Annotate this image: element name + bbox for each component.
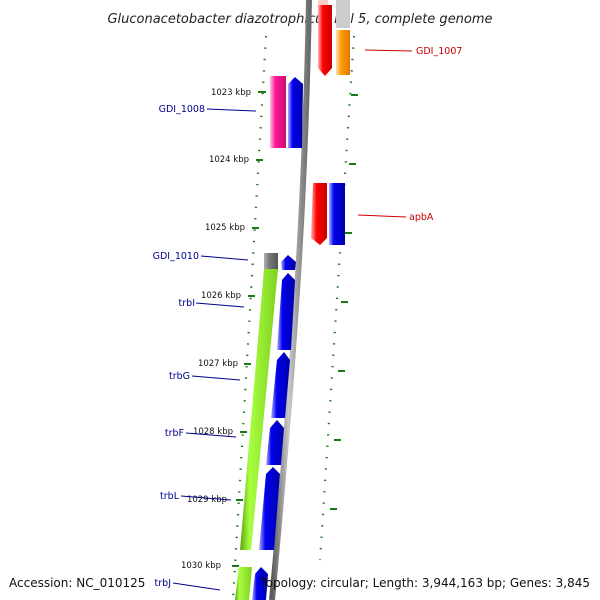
genome-summary-text: Topology: circular; Length: 3,944,163 bp…: [259, 576, 590, 590]
gene-label-trbl[interactable]: trbL: [160, 491, 180, 502]
accession-text: Accession: NC_010125: [9, 576, 145, 590]
gene-label-gdi-1010[interactable]: GDI_1010: [153, 251, 199, 262]
scale-label-1029: 1029 kbp: [187, 495, 227, 505]
gene-trbl[interactable]: [259, 467, 280, 550]
gene-trbj[interactable]: [252, 567, 268, 600]
scale-label-1028: 1028 kbp: [193, 427, 233, 437]
scale-label-1027: 1027 kbp: [198, 359, 238, 369]
gene-label-trbg[interactable]: trbG: [169, 371, 190, 382]
gene-gdi-1008[interactable]: [270, 76, 286, 148]
scale-label-1023: 1023 kbp: [211, 88, 251, 98]
scale-label-1024: 1024 kbp: [209, 155, 249, 165]
gene-blue-outer[interactable]: [329, 183, 345, 245]
gene-trbg[interactable]: [271, 352, 290, 418]
gene-label-trbj[interactable]: trbJ: [155, 578, 171, 589]
gene-label-trbi[interactable]: trbI: [179, 298, 195, 309]
scale-label-1030: 1030 kbp: [181, 561, 221, 571]
label-leaders: [172, 49, 413, 591]
map-title: Gluconacetobacter diazotrophicus PAl 5, …: [107, 12, 492, 27]
gene-green-long[interactable]: [235, 269, 278, 600]
genome-backbone: [269, 0, 312, 600]
gene-trbf[interactable]: [266, 420, 284, 465]
outer-major-ticks: [330, 94, 358, 510]
gene-gdi-1010[interactable]: [264, 253, 278, 269]
gene-red-top[interactable]: [318, 0, 332, 76]
scale-label-1026: 1026 kbp: [201, 291, 241, 301]
major-ticks: [232, 91, 266, 567]
gene-label-trbf[interactable]: trbF: [165, 428, 184, 439]
gene-blue-1008[interactable]: [288, 77, 303, 148]
gene-label-apba[interactable]: apbA: [409, 212, 434, 223]
scale-label-1025: 1025 kbp: [205, 223, 245, 233]
gene-gdi-1007[interactable]: [336, 0, 350, 75]
gene-label-gdi-1007[interactable]: GDI_1007: [416, 46, 462, 57]
gene-apba[interactable]: [311, 183, 327, 245]
gene-trbi[interactable]: [277, 255, 296, 350]
outer-tick-track: [318, 35, 356, 561]
gene-label-gdi-1008[interactable]: GDI_1008: [159, 104, 205, 115]
